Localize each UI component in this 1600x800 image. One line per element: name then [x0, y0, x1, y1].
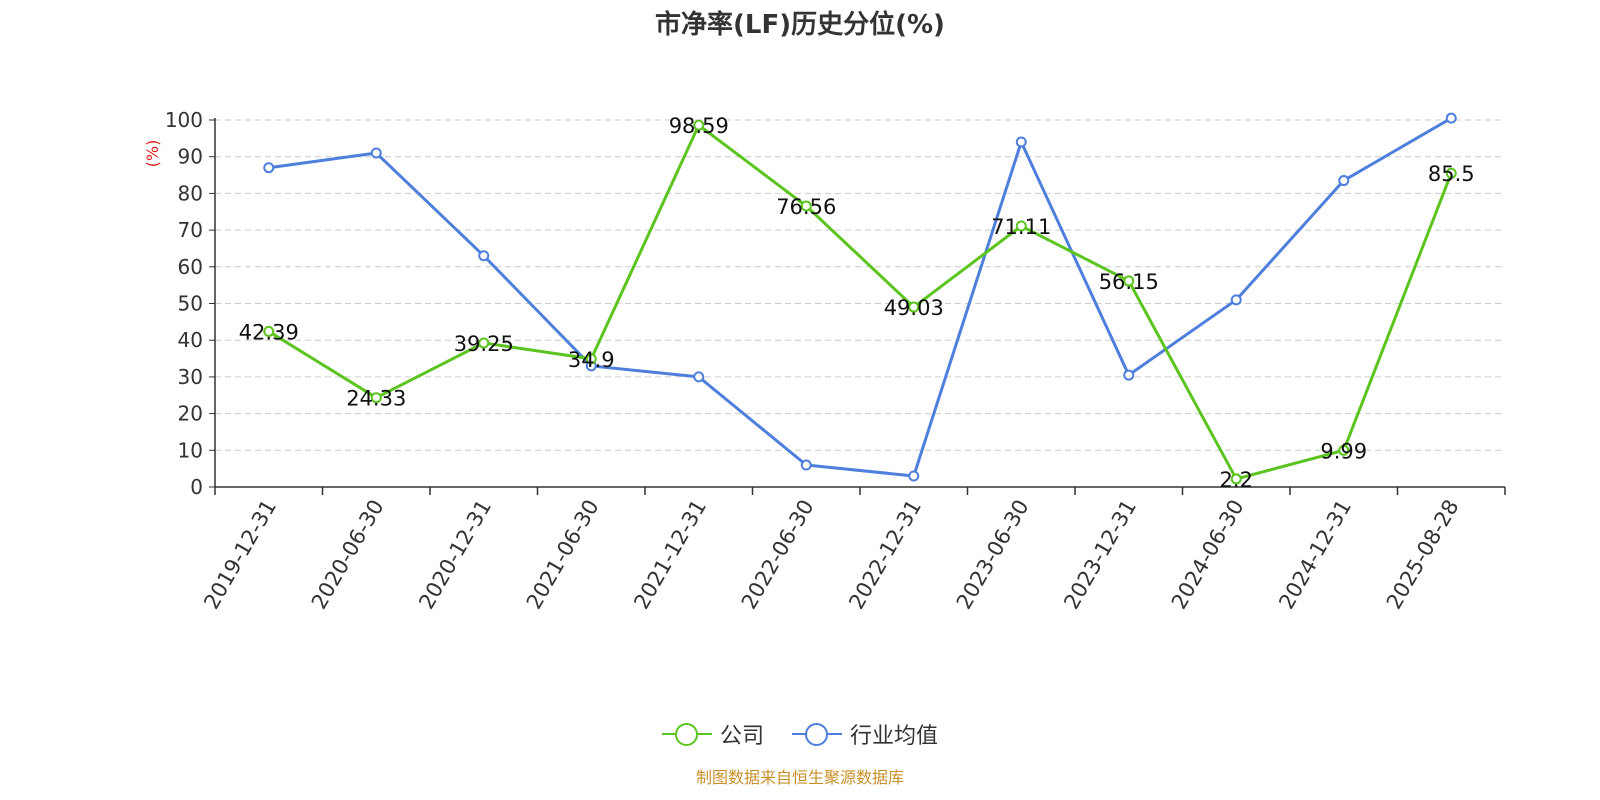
- company-point: [263, 325, 275, 337]
- company-data-label: 34.9: [568, 348, 615, 372]
- y-tick-label: 20: [178, 402, 203, 426]
- y-axis-label: (%): [143, 140, 162, 168]
- company-data-label: 76.56: [776, 195, 836, 219]
- industry-point: [800, 459, 812, 471]
- legend-industry-label: 行业均值: [850, 724, 939, 749]
- x-tick-label: 2022-12-31: [844, 496, 926, 614]
- company-point: [478, 337, 490, 349]
- legend-company-symbol: [661, 722, 712, 746]
- industry-point: [370, 147, 382, 159]
- company-point: [1015, 220, 1027, 232]
- x-tick-label: 2024-06-30: [1167, 496, 1249, 614]
- company-data-label: 71.11: [991, 215, 1051, 239]
- industry-point: [1338, 175, 1350, 187]
- legend-company-label: 公司: [719, 724, 764, 749]
- industry-point: [693, 371, 705, 383]
- legend-item-company[interactable]: 公司: [661, 718, 764, 750]
- legend: 公司 行业均值: [0, 718, 1600, 750]
- legend-item-industry[interactable]: 行业均值: [792, 718, 938, 750]
- x-tick-label: 2024-12-31: [1274, 496, 1356, 614]
- company-point: [908, 301, 920, 313]
- x-tick-label: 2021-12-31: [629, 496, 711, 614]
- y-tick-label: 40: [178, 328, 203, 352]
- y-tick-label: 30: [178, 365, 203, 389]
- x-tick-label: 2023-06-30: [952, 496, 1034, 614]
- series-lines: [263, 112, 1457, 485]
- y-tick-label: 100: [165, 108, 203, 132]
- company-data-label: 2.2: [1220, 468, 1253, 492]
- industry-point: [908, 470, 920, 482]
- industry-point: [1445, 112, 1457, 124]
- company-data-label: 49.03: [884, 296, 944, 320]
- company-data-label: 39.25: [454, 332, 514, 356]
- legend-industry-symbol: [792, 722, 842, 746]
- x-tick-label: 2022-06-30: [737, 496, 819, 614]
- company-point: [370, 392, 382, 404]
- x-tick-label: 2021-06-30: [522, 496, 604, 614]
- series-line-company: [267, 123, 1453, 481]
- industry-point: [1015, 136, 1027, 148]
- company-data-label: 56.15: [1099, 270, 1159, 294]
- company-data-label: 24.33: [346, 387, 406, 411]
- chart-title: 市净率(LF)历史分位(%): [655, 10, 945, 40]
- company-data-label: 98.59: [669, 114, 729, 138]
- company-point: [1338, 444, 1350, 456]
- industry-point: [263, 162, 275, 174]
- y-tick-label: 50: [178, 292, 203, 316]
- x-tick-label: 2025-08-28: [1382, 496, 1464, 614]
- x-tick-label: 2019-12-31: [199, 496, 281, 614]
- company-point: [800, 200, 812, 212]
- industry-point: [1123, 369, 1135, 381]
- company-data-label: 42.39: [239, 320, 299, 344]
- y-tick-label: 60: [178, 255, 203, 279]
- x-tick-label: 2023-12-31: [1059, 496, 1141, 614]
- y-tick-label: 90: [178, 145, 203, 169]
- company-point: [1230, 473, 1242, 485]
- company-point: [1123, 275, 1135, 287]
- company-data-label: 85.5: [1428, 162, 1475, 186]
- company-point: [693, 119, 705, 131]
- grid-lines: [215, 119, 1505, 451]
- y-tick-label: 0: [190, 475, 203, 499]
- data-source-note: 制图数据来自恒生聚源数据库: [695, 768, 904, 787]
- series-line-industry: [268, 116, 1453, 478]
- company-point: [585, 353, 597, 365]
- y-tick-label: 10: [178, 438, 203, 462]
- industry-point: [478, 250, 490, 262]
- y-tick-label: 70: [178, 218, 203, 242]
- axes: 0 10 20 30 40 50 60 70 80 90 100(%) 2019-12-31 2020-…: [143, 108, 1506, 614]
- company-data-label: 9.99: [1320, 439, 1367, 463]
- x-tick-label: 2020-12-31: [414, 496, 496, 614]
- x-tick-label: 2020-06-30: [307, 496, 389, 614]
- data-labels: 42.39 24.33 39.25 34.9 98.59 76.56 49.03 71.11 5…: [239, 114, 1475, 492]
- y-tick-label: 80: [178, 181, 203, 205]
- industry-point: [1230, 294, 1242, 306]
- company-point: [1445, 167, 1457, 179]
